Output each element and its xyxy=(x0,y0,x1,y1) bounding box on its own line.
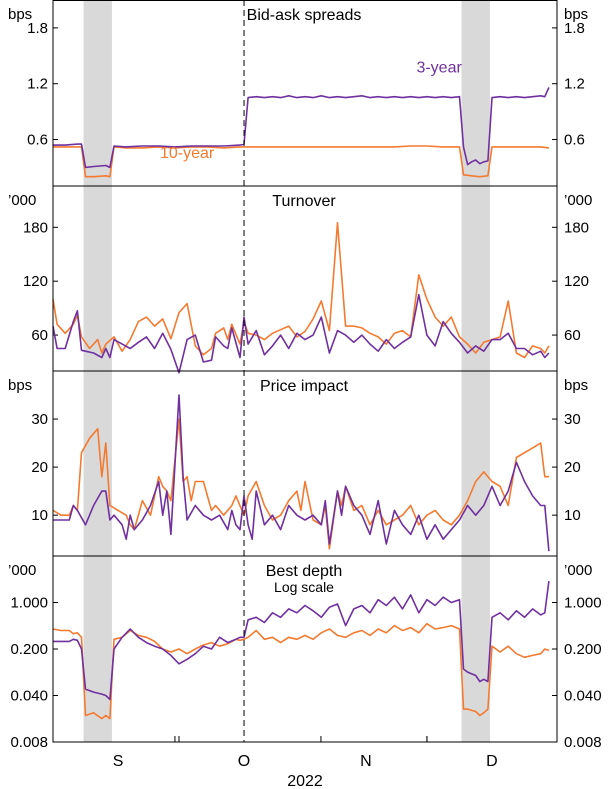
x-year-label: 2022 xyxy=(287,773,323,789)
y-tick-label-left: 1.2 xyxy=(27,76,48,93)
y-tick-label-left: 120 xyxy=(23,273,48,290)
series-line-3-year xyxy=(53,394,550,552)
y-tick-label-right: 1.8 xyxy=(564,20,585,37)
y-tick-label-right: 0.200 xyxy=(564,641,602,658)
panel-price-impact: 10 10 20 20 30 30 bps bps Price impact xyxy=(8,377,588,552)
series-line-10-year xyxy=(52,222,550,359)
series-line-3-year xyxy=(53,87,550,169)
panel-title: Turnover xyxy=(272,193,336,210)
y-tick-label-right: 60 xyxy=(564,327,581,344)
unit-label-right: ’000 xyxy=(564,192,592,209)
y-tick-label-left: 20 xyxy=(31,459,48,476)
unit-label-left: ’000 xyxy=(8,192,36,209)
series-label-3-year: 3-year xyxy=(416,60,462,77)
y-tick-label-right: 1.000 xyxy=(564,595,602,612)
panel-title: Bid-ask spreads xyxy=(247,7,362,24)
y-tick-label-left: 180 xyxy=(23,219,48,236)
y-tick-label-left: 0.6 xyxy=(27,132,48,149)
x-month-label: D xyxy=(486,753,498,770)
y-tick-label-right: 0.008 xyxy=(564,734,602,751)
y-tick-label-right: 180 xyxy=(564,219,589,236)
series-line-3-year xyxy=(53,580,550,701)
x-month-label: O xyxy=(238,753,250,770)
unit-label-left: bps xyxy=(8,377,32,394)
y-tick-label-left: 10 xyxy=(31,507,48,524)
panel-title: Price impact xyxy=(260,378,349,395)
y-tick-label-left: 0.008 xyxy=(10,734,48,751)
series-line-10-year xyxy=(52,418,549,550)
y-tick-label-right: 10 xyxy=(564,507,581,524)
unit-label-right: ’000 xyxy=(564,562,592,579)
unit-label-left: bps xyxy=(8,6,32,23)
y-tick-label-right: 0.040 xyxy=(564,688,602,705)
series-line-3-year xyxy=(52,293,550,374)
unit-label-left: ’000 xyxy=(8,562,36,579)
y-tick-label-right: 120 xyxy=(564,273,589,290)
panel-title: Best depth xyxy=(266,563,343,580)
y-tick-label-left: 1.000 xyxy=(10,595,48,612)
y-tick-label-left: 0.040 xyxy=(10,688,48,705)
series-line-10-year xyxy=(53,145,549,178)
panel-subtitle: Log scale xyxy=(274,579,334,595)
y-tick-label-right: 30 xyxy=(564,411,581,428)
y-tick-label-right: 20 xyxy=(564,459,581,476)
y-tick-label-right: 1.2 xyxy=(564,76,585,93)
unit-label-right: bps xyxy=(564,6,588,23)
series-label-10-year: 10-year xyxy=(160,145,215,162)
y-tick-label-left: 30 xyxy=(31,411,48,428)
y-tick-label-left: 60 xyxy=(31,327,48,344)
y-tick-label-left: 1.8 xyxy=(27,20,48,37)
panel-turnover: 60 60 120 120 180 180 ’000 ’000 Turnover xyxy=(8,192,592,374)
y-tick-label-left: 0.200 xyxy=(10,641,48,658)
y-tick-label-right: 0.6 xyxy=(564,132,585,149)
panel-best-depth: 0.008 0.008 0.040 0.040 0.200 0.200 1.000 1.000… xyxy=(8,562,602,751)
unit-label-right: bps xyxy=(564,377,588,394)
series-line-10-year xyxy=(52,622,550,720)
x-month-label: S xyxy=(113,753,124,770)
x-month-label: N xyxy=(360,753,372,770)
